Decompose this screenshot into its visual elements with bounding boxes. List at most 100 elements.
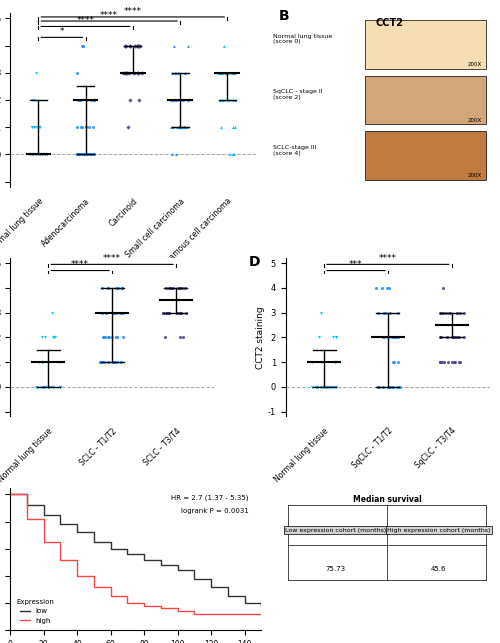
Point: [78, 122, 86, 132]
Point: [448, 332, 456, 343]
Point: [51, 332, 59, 343]
Point: [218, 68, 226, 78]
FancyBboxPatch shape: [366, 75, 486, 124]
Point: [170, 41, 177, 51]
Point: [108, 332, 116, 343]
Text: CCT2: CCT2: [376, 18, 404, 28]
Point: [30, 95, 38, 105]
Point: [174, 283, 182, 293]
Point: [216, 95, 224, 105]
Point: [386, 382, 394, 392]
Point: [451, 332, 459, 343]
Point: [312, 382, 320, 392]
Point: [378, 332, 386, 343]
Text: B: B: [279, 10, 289, 23]
Point: [38, 382, 46, 392]
Point: [392, 332, 400, 343]
Point: [122, 68, 130, 78]
Point: [378, 283, 386, 293]
Point: [84, 122, 92, 132]
Point: [172, 68, 180, 78]
Point: [38, 149, 46, 159]
Point: [384, 332, 392, 343]
Point: [229, 95, 237, 105]
Point: [172, 122, 180, 132]
Point: [99, 332, 107, 343]
Point: [440, 357, 448, 367]
Text: D: D: [249, 255, 260, 269]
Point: [80, 149, 88, 159]
Point: [38, 357, 46, 367]
Point: [222, 68, 230, 78]
Point: [316, 357, 324, 367]
Point: [136, 41, 143, 51]
Point: [44, 382, 52, 392]
Point: [165, 307, 173, 318]
Point: [436, 332, 444, 343]
Point: [372, 283, 380, 293]
Point: [168, 95, 176, 105]
Point: [450, 357, 458, 367]
Point: [389, 382, 397, 392]
Point: [320, 382, 328, 392]
Point: [118, 307, 126, 318]
Point: [82, 149, 90, 159]
Point: [116, 357, 124, 367]
Point: [50, 382, 58, 392]
Point: [162, 332, 170, 343]
Point: [126, 41, 134, 51]
Point: [222, 68, 230, 78]
Point: [90, 95, 98, 105]
Point: [87, 149, 95, 159]
Point: [40, 149, 48, 159]
Point: [126, 95, 134, 105]
Point: [135, 95, 143, 105]
Text: 75.73: 75.73: [326, 566, 346, 572]
Point: [392, 332, 400, 343]
Point: [383, 283, 391, 293]
Point: [168, 283, 176, 293]
Point: [88, 149, 96, 159]
Point: [455, 332, 463, 343]
Point: [78, 41, 86, 51]
Point: [176, 307, 184, 318]
Point: [389, 357, 397, 367]
Point: [446, 307, 454, 318]
Point: [28, 149, 36, 159]
Point: [98, 307, 106, 318]
Point: [38, 357, 46, 367]
Point: [184, 41, 192, 51]
Point: [178, 283, 186, 293]
Point: [442, 307, 450, 318]
Point: [162, 307, 170, 318]
Point: [32, 382, 40, 392]
Point: [168, 283, 175, 293]
Point: [164, 307, 172, 318]
Point: [332, 332, 340, 343]
Point: [28, 122, 36, 132]
Point: [122, 41, 130, 51]
Point: [119, 307, 127, 318]
Point: [181, 122, 189, 132]
Point: [56, 382, 64, 392]
Point: [104, 332, 112, 343]
Point: [171, 68, 179, 78]
Text: Low expression cohort (months): Low expression cohort (months): [285, 527, 386, 532]
Point: [220, 95, 228, 105]
Point: [105, 332, 113, 343]
Point: [380, 307, 388, 318]
Point: [332, 332, 340, 343]
Point: [102, 307, 110, 318]
Point: [230, 149, 238, 159]
Point: [113, 332, 121, 343]
Point: [330, 382, 338, 392]
Point: [454, 357, 462, 367]
Point: [178, 122, 186, 132]
Point: [43, 149, 51, 159]
Point: [184, 122, 192, 132]
Point: [164, 307, 172, 318]
Point: [28, 149, 36, 159]
Point: [460, 332, 468, 343]
Point: [130, 68, 138, 78]
Point: [376, 382, 384, 392]
